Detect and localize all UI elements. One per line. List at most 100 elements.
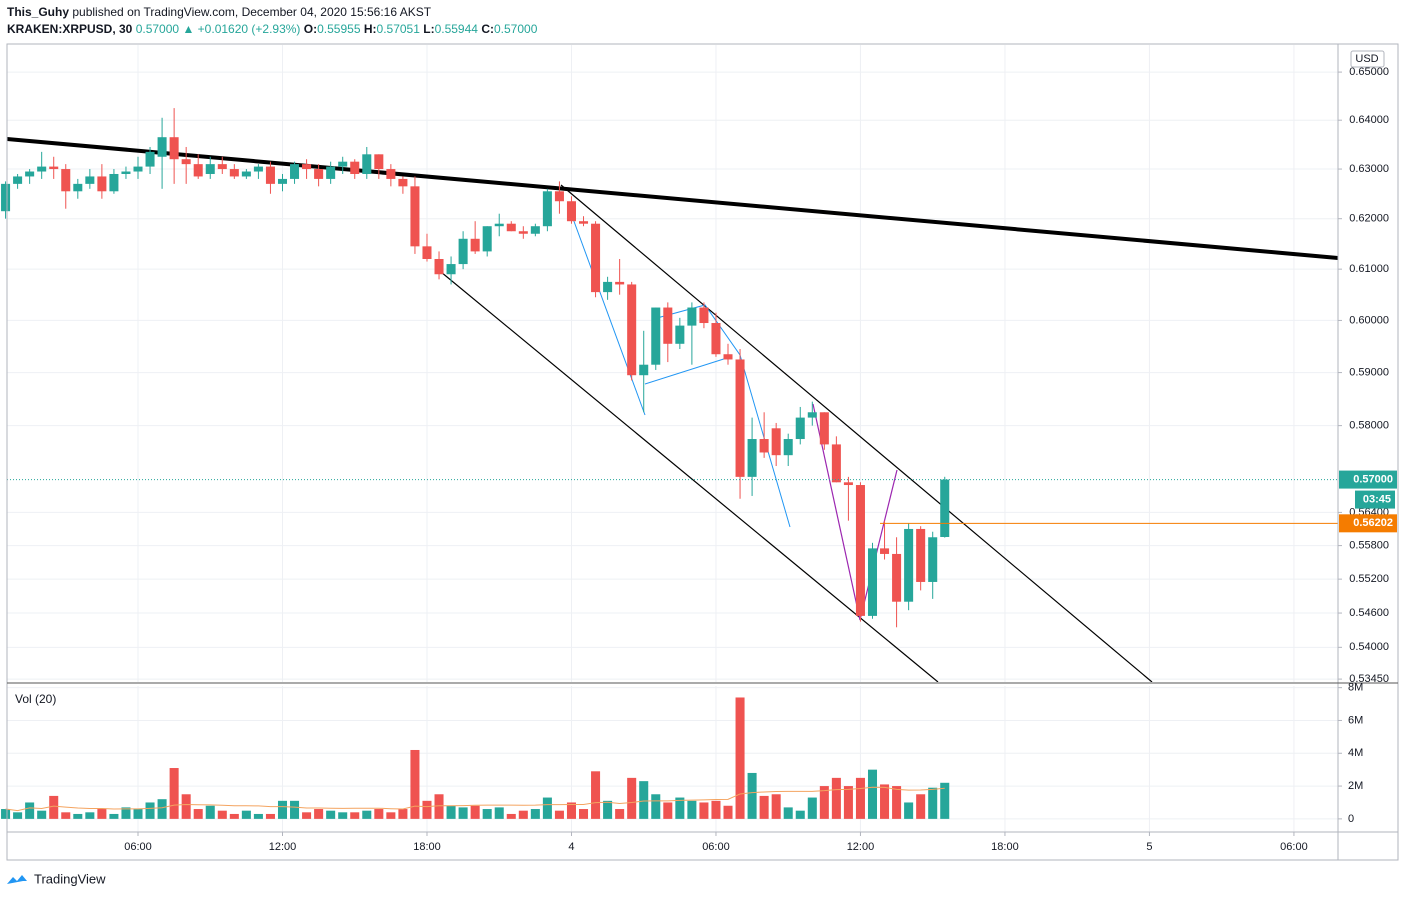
volume-bar [723, 805, 733, 819]
trend-line [7, 137, 1338, 260]
volume-bar [169, 768, 179, 819]
candle-body [241, 171, 251, 177]
volume-bar [1, 809, 11, 819]
volume-bar [314, 809, 324, 819]
volume-bar [566, 802, 576, 819]
candle-body [1, 183, 11, 212]
volume-bar [277, 800, 288, 819]
candle-body [904, 528, 914, 602]
candle-body [867, 548, 878, 616]
symbol: KRAKEN:XRPUSD, 30 [7, 22, 133, 36]
volume-bar [217, 810, 227, 819]
y-tick-label: 0.58000 [1349, 420, 1389, 432]
y-tick-label: 2M [1348, 780, 1363, 792]
currency-box [1350, 50, 1385, 68]
candle-body [771, 428, 781, 456]
candle-body [434, 258, 444, 275]
volume-bar [61, 812, 71, 819]
logo: TradingView [7, 871, 106, 886]
candle-body [566, 201, 576, 222]
volume-bar [470, 805, 480, 819]
candle-body [482, 226, 492, 252]
volume-bar [133, 809, 143, 819]
candle-body [892, 553, 902, 602]
volume-bar [145, 802, 155, 819]
high-label: H: [363, 22, 377, 36]
volume-bar [434, 794, 444, 819]
candle-body [133, 166, 143, 172]
candle-body [819, 412, 829, 445]
x-tick-label: 12:00 [269, 841, 297, 853]
candle-body [928, 537, 938, 582]
candle-body [145, 151, 155, 167]
volume-bar [579, 809, 589, 819]
candle-body [783, 439, 793, 456]
volume-bar [13, 812, 23, 819]
y-tick-label: 0.65000 [1349, 66, 1389, 78]
volume-bar [37, 810, 47, 819]
high: 0.57051 [376, 22, 420, 36]
countdown-box [1355, 490, 1395, 509]
close: 0.57000 [493, 22, 538, 36]
candle-body [458, 238, 468, 265]
volume-bar [422, 800, 432, 819]
candle-body [290, 164, 300, 179]
volume-bar [843, 786, 853, 819]
candle-body [85, 176, 95, 184]
volume-bar [928, 787, 938, 819]
volume-bar [807, 797, 817, 819]
candle-body [277, 178, 288, 184]
pattern-line [644, 356, 731, 385]
volume-bar [795, 810, 805, 819]
volume-bar [290, 800, 300, 819]
candle-body [663, 307, 673, 344]
candle-body [422, 246, 432, 259]
price-label-box [1339, 470, 1397, 489]
y-tick-label: 6M [1348, 714, 1363, 726]
y-tick-label: 0.54000 [1349, 641, 1389, 653]
candle-body [169, 137, 179, 160]
volume-bar [446, 805, 456, 819]
volume-bar [867, 769, 878, 819]
candle-body [795, 417, 805, 440]
y-tick-label: 0.54600 [1349, 607, 1389, 619]
candle-body [699, 307, 709, 324]
volume-bar [326, 810, 336, 819]
low: 0.55944 [434, 22, 478, 36]
volume-bar [675, 797, 685, 819]
y-tick-label: 0.61000 [1349, 263, 1389, 275]
x-tick-label: 12:00 [847, 841, 875, 853]
candle-body [675, 325, 685, 344]
candle-body [530, 226, 540, 234]
volume-bar [398, 809, 408, 819]
candle-body [651, 307, 661, 365]
candle-body [25, 171, 35, 177]
candle-body [855, 485, 865, 616]
candle-body [350, 161, 360, 174]
marks-layer [1, 108, 1338, 819]
brand: TradingView [34, 871, 106, 886]
candle-body [831, 444, 841, 483]
candle-body [916, 528, 926, 582]
y-tick-label: 0 [1348, 813, 1354, 825]
volume-bar [627, 777, 637, 819]
volume-bar [193, 809, 203, 819]
y-tick-label: 0.60000 [1349, 314, 1389, 326]
candle-body [61, 169, 71, 192]
candle-body [229, 169, 239, 177]
volume-bar [386, 812, 396, 819]
volume-bar [253, 813, 263, 819]
candle-body [494, 223, 504, 227]
candle-body [97, 176, 107, 192]
volume-bar [663, 802, 673, 819]
candle-body [362, 154, 372, 174]
level-label: 0.56202 [1353, 517, 1393, 529]
candle-body [109, 173, 119, 192]
candle-body [627, 284, 637, 376]
y-tick-label: 0.64000 [1349, 114, 1389, 126]
candle-body [615, 281, 625, 285]
volume-bar [109, 813, 119, 819]
volume-bar [819, 786, 829, 819]
y-tick-label: 0.53450 [1349, 673, 1389, 685]
